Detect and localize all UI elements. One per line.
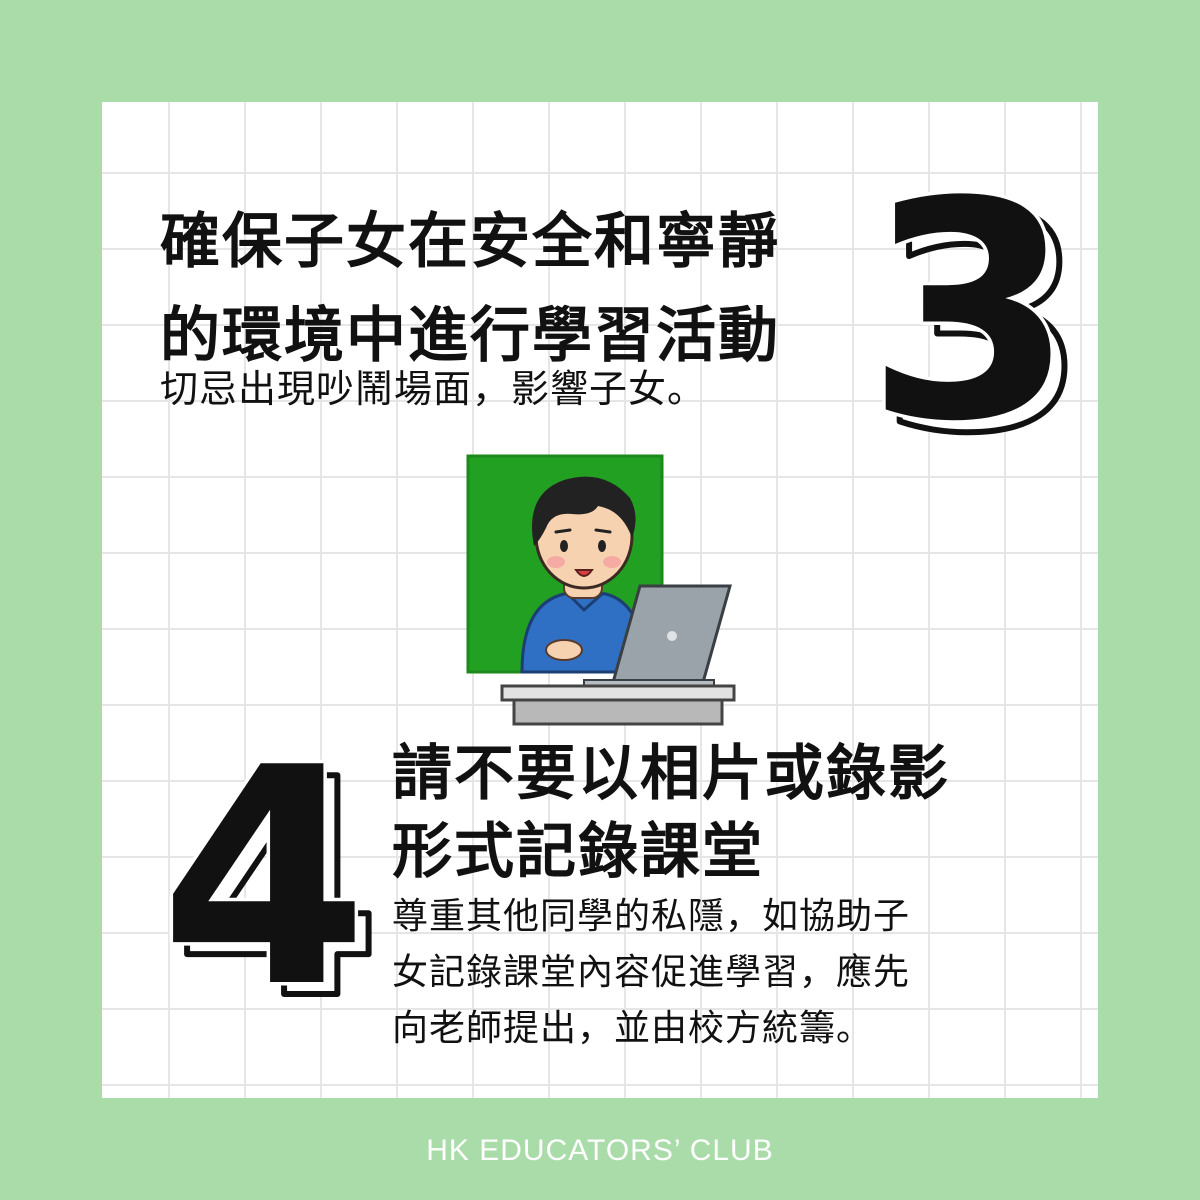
tip3-description: 切忌出現吵鬧場面，影響子女。 xyxy=(160,367,707,411)
number-4-shadow: 4 xyxy=(174,716,382,1012)
mouth xyxy=(574,569,594,577)
number-3-graphic: 3 3 xyxy=(862,170,1082,460)
number-3-shadow: 3 xyxy=(880,170,1082,460)
number-4-graphic: 4 4 xyxy=(162,712,382,1012)
desk-top xyxy=(500,684,736,702)
tip4-title-line2: 形式記錄課堂 xyxy=(392,817,764,887)
person-at-laptop-illustration xyxy=(466,454,732,689)
desk xyxy=(500,684,736,726)
tip4-description-line3: 向老師提出，並由校方統籌。 xyxy=(392,1008,874,1049)
tip4-description-line2: 女記錄課堂內容促進學習，應先 xyxy=(392,952,911,993)
content-card: 確保子女在安全和寧靜 的環境中進行學習活動 切忌出現吵鬧場面，影響子女。 3 3 xyxy=(102,102,1098,1098)
tip4-description-line1: 尊重其他同學的私隱，如協助子 xyxy=(392,896,911,937)
number-4: 4 xyxy=(162,712,368,1012)
number-3: 3 xyxy=(866,170,1075,460)
hand xyxy=(545,639,583,661)
footer-brand: HK EDUCATORS’ CLUB xyxy=(426,1134,774,1167)
tip3-title-line2: 的環境中進行學習活動 xyxy=(160,301,780,371)
hair xyxy=(532,476,636,546)
tip4-title-line1: 請不要以相片或錄影 xyxy=(392,739,950,809)
tip3-title-line1: 確保子女在安全和寧靜 xyxy=(160,207,780,277)
laptop-logo xyxy=(667,631,677,641)
desk-front xyxy=(512,698,724,726)
